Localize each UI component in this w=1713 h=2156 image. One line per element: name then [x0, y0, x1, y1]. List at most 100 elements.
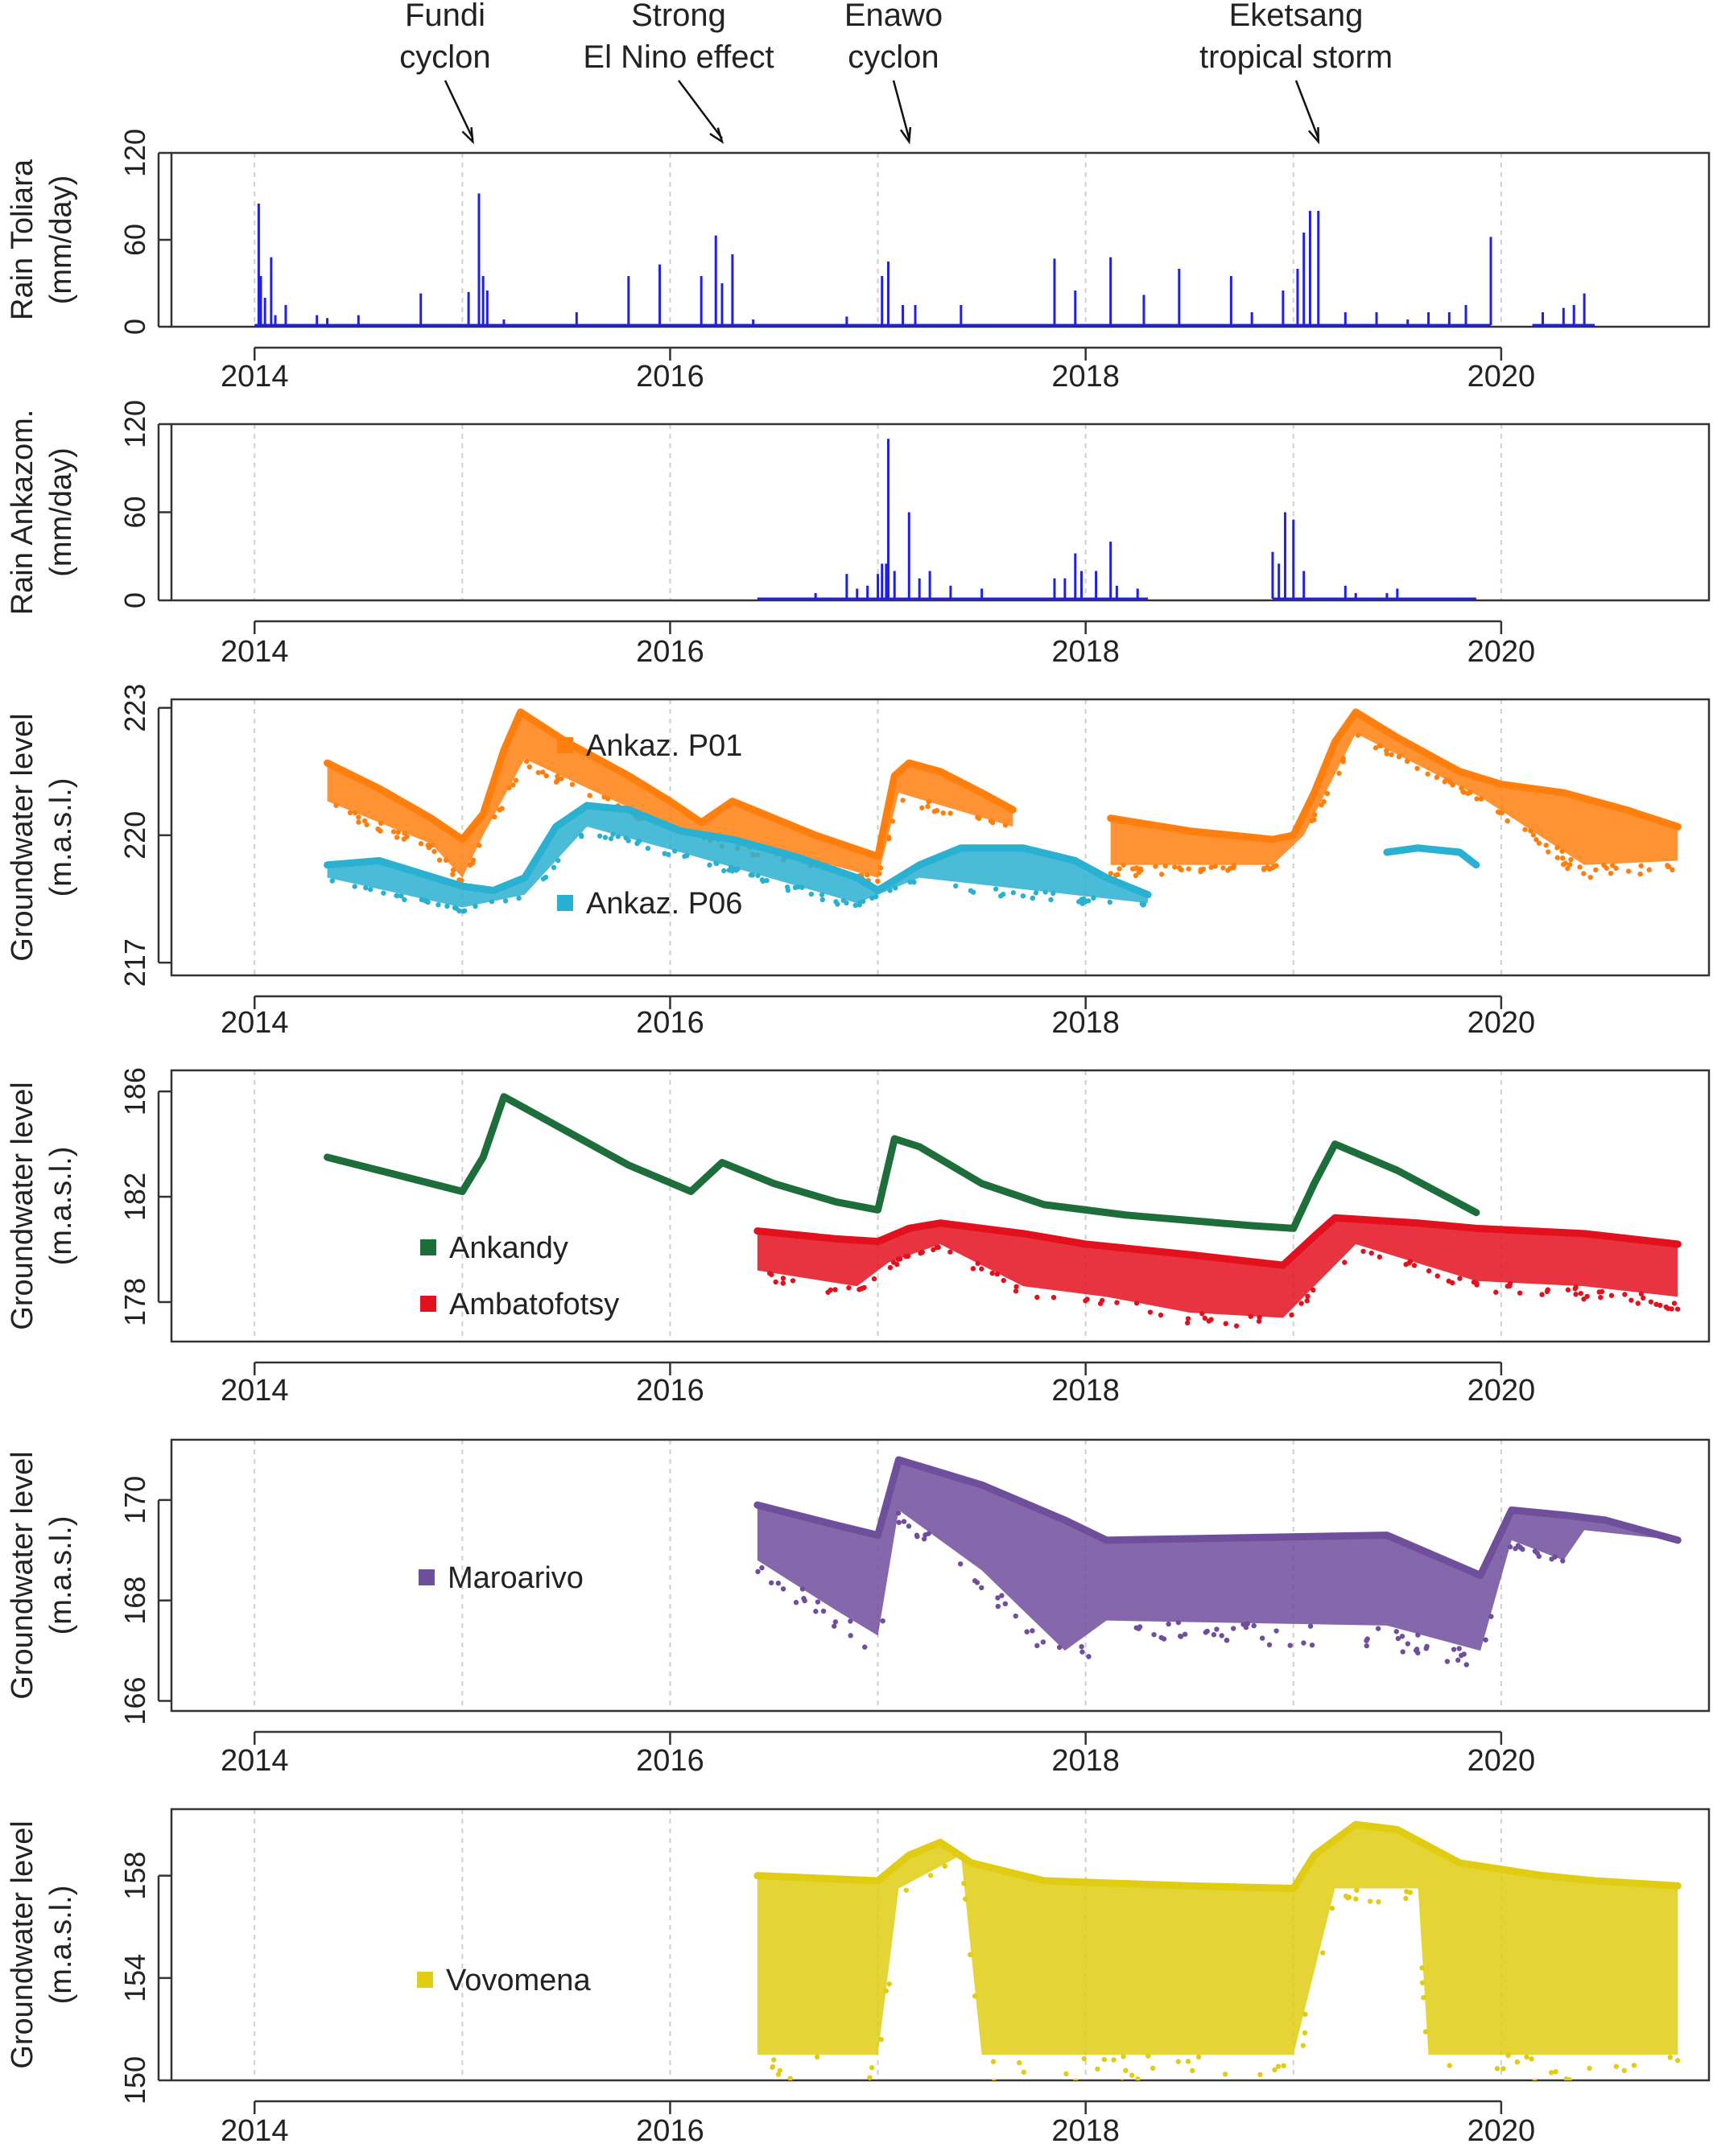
series-dot: [1339, 757, 1345, 764]
series-dot: [1083, 898, 1088, 905]
series-dot: [1158, 1312, 1164, 1318]
series-dot: [1628, 1297, 1634, 1303]
series-dot: [1434, 1273, 1440, 1279]
series-dot: [896, 1519, 902, 1525]
series-dot: [1621, 2067, 1627, 2074]
series-dot: [1404, 758, 1410, 765]
series-dot: [1383, 748, 1389, 754]
series-dot: [601, 794, 607, 800]
series-dot: [814, 2054, 820, 2060]
series-dot: [1166, 1621, 1171, 1627]
series-dot: [1522, 827, 1528, 832]
series-dot: [394, 892, 399, 898]
series-dot: [1243, 1625, 1249, 1630]
series-dot: [1549, 1556, 1554, 1562]
series-dot: [1577, 864, 1583, 870]
x-tick-label: 2014: [221, 1374, 289, 1408]
series-dot: [1450, 782, 1455, 788]
series-dot: [1185, 1320, 1191, 1325]
series-dot: [1553, 2069, 1558, 2075]
series-dot: [1613, 2063, 1620, 2069]
plot-area: [324, 1093, 1682, 1329]
series-1: [753, 1456, 1682, 1667]
series-dot: [1544, 2095, 1549, 2100]
series-dot: [947, 1249, 953, 1255]
series-dot: [1153, 864, 1158, 869]
series-dot: [918, 1250, 923, 1256]
series-dot: [1474, 1282, 1480, 1288]
series-dot: [832, 1287, 838, 1292]
series-dot: [1500, 2066, 1506, 2071]
series-dot: [1528, 828, 1533, 834]
series-dot: [1451, 1647, 1457, 1652]
series-dot: [869, 895, 875, 901]
series-band: [757, 1459, 1678, 1651]
series-dot: [1421, 1995, 1426, 2001]
x-tick-label: 2016: [636, 360, 704, 394]
x-tick-label: 2018: [1051, 1374, 1120, 1408]
event-arrow-head: [461, 126, 474, 145]
series-dot: [418, 841, 424, 847]
series-dot: [940, 810, 946, 816]
series-dot: [540, 769, 546, 775]
series-dot: [1259, 1635, 1265, 1641]
series-dot: [535, 769, 542, 776]
series-dot: [1107, 899, 1113, 905]
y-axis-label: Groundwater level: [6, 713, 39, 961]
series-dot: [1346, 1894, 1352, 1900]
series-dot: [1011, 2087, 1016, 2092]
series-dot: [871, 1276, 877, 1282]
event-arrow-head: [1307, 126, 1320, 145]
series-dot: [1432, 2083, 1437, 2088]
series-dot: [492, 814, 497, 820]
series-dot: [684, 852, 690, 859]
series-dot: [1030, 895, 1035, 901]
x-tick-label: 2014: [221, 635, 289, 669]
series-dot: [780, 1280, 786, 1286]
event-label: Fundi: [405, 0, 485, 33]
series-dot: [1674, 2058, 1681, 2063]
series-band: [1110, 711, 1678, 865]
series-dot: [1653, 1301, 1659, 1307]
series-dot: [1114, 1300, 1120, 1305]
series-dot: [903, 1887, 909, 1893]
series-dot: [755, 872, 761, 879]
series-dot: [972, 1578, 978, 1584]
series-dot: [1186, 866, 1191, 872]
series-dot: [425, 842, 431, 848]
series-dot: [1248, 1313, 1253, 1319]
series-dot: [1222, 2071, 1228, 2077]
series-dot: [895, 1256, 901, 1262]
series-dot: [1123, 2067, 1129, 2074]
legend-swatch: [420, 1239, 436, 1255]
event-annotations: Fundi cyclon Strong El Nino effect Enawo cycl…: [399, 0, 1393, 145]
series-band: [757, 1824, 1678, 2055]
series-dot: [1275, 2063, 1282, 2069]
x-tick-label: 2018: [1051, 1006, 1120, 1040]
series-dot: [1231, 863, 1236, 868]
y-tick-label: 154: [118, 1954, 151, 2002]
series-dot: [1034, 1643, 1040, 1649]
series-dot: [1353, 1896, 1359, 1902]
series-dot: [1266, 1642, 1273, 1647]
series-dot: [1661, 2084, 1666, 2089]
series-dot: [1307, 1623, 1314, 1629]
legend-label: Ankandy: [449, 1231, 568, 1265]
series-dot: [1214, 1626, 1220, 1632]
event-arrow-head: [899, 126, 912, 145]
series-dot: [1364, 1636, 1370, 1642]
series-dot: [759, 877, 766, 883]
series-dot: [1063, 2071, 1069, 2077]
series-dot: [1324, 790, 1331, 797]
series-dot: [1101, 2056, 1107, 2063]
series-dot: [662, 851, 667, 856]
series-dot: [784, 2092, 789, 2097]
series-dot: [1040, 1639, 1046, 1645]
series-dot: [1355, 732, 1361, 738]
series-dot: [390, 829, 397, 835]
series-dot: [1219, 1633, 1224, 1639]
series-dot: [1532, 2078, 1538, 2080]
series-dot: [900, 798, 906, 803]
series-dot: [1336, 770, 1342, 777]
series-dot: [865, 872, 870, 878]
